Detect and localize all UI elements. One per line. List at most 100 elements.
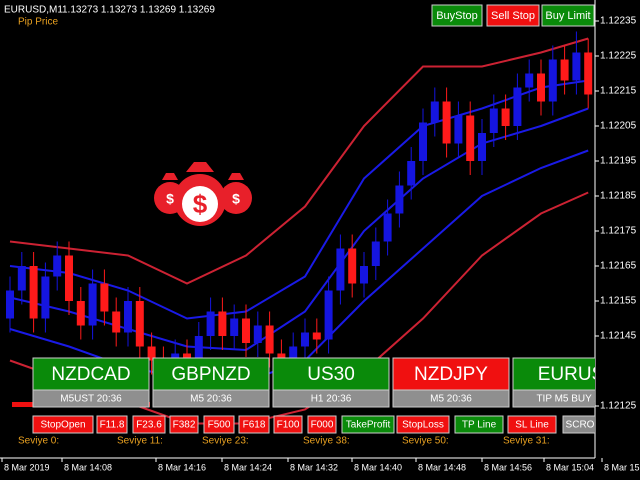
y-tick-label: 1.12145 [600, 331, 637, 342]
tile-symbol: NZDJPY [414, 364, 488, 385]
candle-body [135, 301, 144, 347]
candle-body [572, 52, 581, 81]
candle-body [407, 161, 416, 186]
candle-body [489, 108, 498, 133]
candle-body [242, 318, 250, 343]
candle-body [289, 346, 298, 364]
band-line [9, 37, 589, 285]
tile[interactable] [512, 357, 629, 391]
level-label: Seviye 23: [202, 436, 249, 447]
x-tick-label: 8 Mar 14:56 [484, 462, 532, 472]
candle-body [336, 248, 345, 291]
tool-button-label: F500 [208, 420, 231, 431]
tile-info-bg [32, 389, 150, 408]
tool-button-label: F100 [277, 420, 300, 431]
candle-body [548, 59, 557, 102]
candle-body [348, 248, 357, 284]
tile[interactable] [272, 357, 390, 391]
candle-body [147, 346, 156, 361]
candle-body [383, 213, 392, 242]
candle-body [360, 266, 368, 284]
candle-body [88, 283, 97, 326]
x-tick-label: 8 Mar 15:04 [546, 462, 594, 472]
tool-button[interactable] [341, 415, 395, 434]
candle-body [206, 311, 215, 336]
tile-info-bg [392, 389, 510, 408]
axes: 1.12235 1.12225 1.12215 1.12205 1.12195 1.121… [1, 16, 640, 472]
tool-button-label: StopOpen [40, 420, 85, 431]
candle-body [218, 311, 227, 336]
order-button[interactable] [541, 4, 595, 27]
svg-text:$: $ [193, 189, 208, 219]
level-label: Seviye 11: [117, 436, 163, 447]
tool-button[interactable] [562, 415, 597, 434]
y-tick-label: 1.12225 [600, 51, 637, 62]
tool-button-label: F382 [173, 420, 196, 431]
overlay: NZDCAD M5UST 20:36 GBPNZD M5 20:36 US30 H1 20… [12, 357, 629, 447]
tool-button[interactable] [307, 415, 337, 434]
tool-button[interactable] [203, 415, 235, 434]
svg-text:$: $ [166, 191, 174, 207]
y-tick-label: 1.12205 [600, 121, 637, 132]
tile-symbol: NZDCAD [51, 364, 130, 385]
candle-body [442, 101, 451, 144]
tool-button[interactable] [96, 415, 128, 434]
tile-symbol: EURUS [538, 364, 605, 385]
tool-button[interactable] [238, 415, 270, 434]
y-tick-label: 1.12125 [600, 401, 637, 412]
order-button-label: BuyStop [436, 10, 478, 22]
y-tick-label: 1.12155 [600, 296, 637, 307]
tool-button[interactable] [507, 415, 557, 434]
candle-body [112, 311, 121, 333]
tool-button[interactable] [169, 415, 199, 434]
y-tick-label: 1.12235 [600, 16, 637, 27]
level-label: Seviye 50: [402, 436, 449, 447]
x-tick-label: 8 Mar 14:48 [418, 462, 466, 472]
candle-body [253, 325, 262, 343]
order-button[interactable] [486, 4, 540, 27]
level-label: Seviye 31: [503, 436, 550, 447]
x-tick-label: 8 Mar 14:24 [224, 462, 272, 472]
tile-info: M5 20:36 [430, 394, 472, 405]
tool-button-label: StopLoss [402, 420, 444, 431]
candle-body [584, 52, 593, 95]
candle-body [560, 59, 569, 81]
svg-text:$: $ [232, 191, 240, 207]
candle-body [124, 301, 132, 333]
candle-body [466, 115, 475, 161]
tile-symbol: GBPNZD [171, 364, 250, 385]
level-label: Seviye 38: [303, 436, 350, 447]
indicator-name: Pip Price [18, 17, 58, 28]
tool-button[interactable] [454, 415, 504, 434]
x-tick-label: 8 Mar 14:16 [158, 462, 206, 472]
tile-info-bg [272, 389, 390, 408]
tile[interactable] [32, 357, 150, 391]
candle-body [454, 115, 463, 144]
y-tick-label: 1.12175 [600, 226, 637, 237]
tile[interactable] [392, 357, 510, 391]
tool-button-label: SCRO [566, 420, 595, 431]
tool-button[interactable] [132, 415, 166, 434]
x-tick-label: 8 Mar 15:12 [604, 462, 640, 472]
tile-info: TIP M5 BUY 20 [536, 394, 606, 405]
tool-button[interactable] [32, 415, 94, 434]
tool-button[interactable] [396, 415, 450, 434]
candle-body [194, 336, 203, 368]
tile[interactable] [152, 357, 270, 391]
candle-body [100, 283, 109, 312]
x-tick-label: 8 Mar 14:08 [64, 462, 112, 472]
candle-body [17, 266, 26, 291]
order-button[interactable] [431, 4, 483, 27]
candle-body [65, 255, 73, 301]
candle-body [6, 290, 14, 319]
tool-button[interactable] [273, 415, 303, 434]
tile-info: M5 20:36 [190, 394, 232, 405]
candle-body [41, 276, 50, 319]
candle-body [29, 266, 38, 319]
candle-body [525, 73, 534, 88]
candle-body [324, 290, 333, 340]
x-tick-label: 8 Mar 14:32 [290, 462, 338, 472]
candle-body [53, 255, 62, 277]
